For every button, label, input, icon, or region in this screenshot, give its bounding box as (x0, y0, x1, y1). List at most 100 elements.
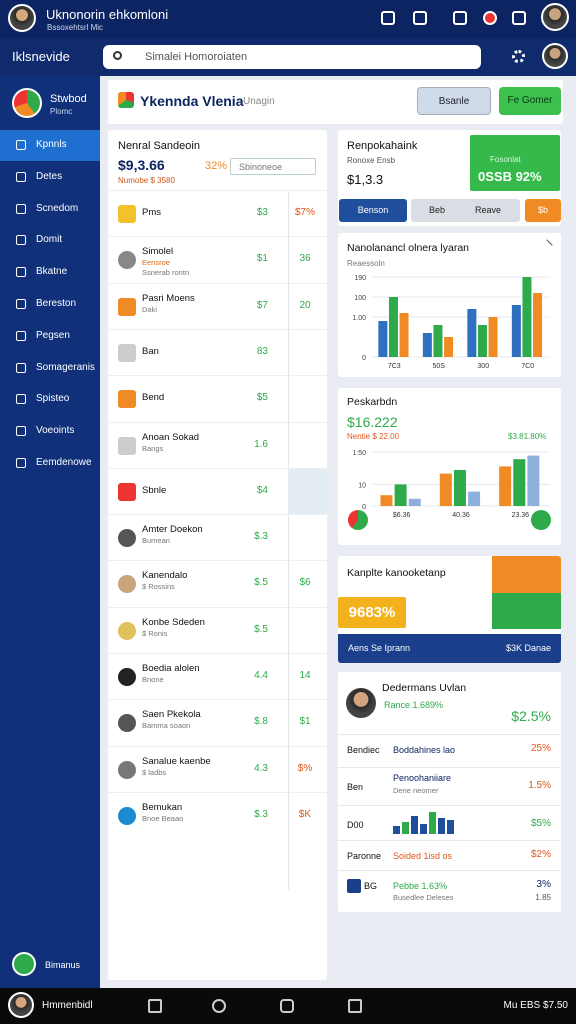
tab-button[interactable]: Benson (339, 199, 407, 222)
row-icon (347, 879, 361, 893)
nav-item[interactable]: Detes (0, 162, 100, 193)
status-icon (348, 510, 368, 530)
row-label: Paronne (347, 851, 382, 861)
row-extra: $6 (299, 577, 311, 589)
nav-item[interactable]: Bereston (0, 289, 100, 320)
header-button[interactable]: Bsanle (417, 87, 491, 115)
avatar (541, 3, 569, 31)
y-tick-label: 190 (354, 275, 366, 282)
header-logo (118, 92, 134, 108)
header-button[interactable]: Fe Gomer (499, 87, 561, 115)
nav-icon (16, 203, 26, 214)
app-title: Uknonorin ehkomloni (46, 7, 169, 22)
settings-icon[interactable] (512, 50, 525, 63)
list-row[interactable]: Sbnle $4 (108, 467, 327, 514)
list-row[interactable]: Ban 83 (108, 328, 327, 375)
profile-name: Dedermans Uvlan (382, 682, 467, 694)
row-name: Anoan Sokad (142, 431, 200, 443)
list-row[interactable]: Anoan Sokad Bangs 1.6 (108, 421, 327, 468)
bar (388, 297, 398, 357)
row-extra: $7% (294, 207, 315, 218)
list-row[interactable]: Bemukan Bnoe Beaao $.3 $K (108, 791, 327, 838)
nav-icon (16, 299, 26, 309)
search-input[interactable]: Simalei Homoroiaten (103, 45, 481, 69)
row-sub: Bumean (142, 536, 170, 546)
bar (378, 321, 388, 357)
nav-label: Spisteo (36, 393, 70, 405)
row-icon (118, 482, 136, 501)
sidebar-footer: Bimanus (45, 960, 81, 970)
kpi-tile[interactable] (492, 593, 561, 629)
row-name: Sbnle (142, 484, 167, 496)
row-value: $.3 (254, 531, 268, 543)
nav-item[interactable]: Scnedom (0, 194, 100, 225)
icon-button[interactable] (483, 11, 497, 25)
row-name: Bemukan (142, 801, 183, 813)
row-note: Dene neomer (393, 786, 439, 795)
list-row[interactable]: Konbe Sdeden $ Ronis $.5 (108, 606, 327, 653)
chart-change: $3.81.80% (508, 432, 547, 441)
sidebar: Stwbod Plomc Kpnnls Detes Scnedom Domit Bkatne… (0, 76, 100, 988)
list-row[interactable]: Pms $3 $7% (108, 190, 327, 236)
nav-item[interactable]: Somageranis (0, 353, 100, 384)
panel-note: Numobe $ 3580 (118, 176, 175, 185)
row-desc: Penoohaniiare (393, 773, 452, 783)
nav-item[interactable]: Voeoints (0, 416, 100, 447)
icon-button[interactable] (381, 11, 395, 25)
nav-item[interactable]: Eemdenowe (0, 448, 100, 479)
bar (513, 459, 526, 506)
list-row[interactable]: Amter Doekon Bumean $.3 (108, 514, 327, 560)
kpi-title: Kanplte kanooketanp (347, 567, 446, 579)
list-row[interactable]: Pasri Moens Daki $7 20 (108, 282, 327, 329)
row-desc: Boddahines lao (393, 745, 456, 755)
tab-button[interactable]: $b (525, 199, 561, 222)
user-name: Hmmenbidl (42, 1000, 93, 1011)
row-extra: 14 (299, 670, 311, 681)
list-row[interactable]: Simolel Eensroe Ssnerab rontn $1 36 (108, 236, 327, 282)
card-title: Renpokahaink (347, 140, 418, 152)
row-label: Ben (347, 782, 364, 792)
close-button[interactable] (541, 239, 553, 251)
taskbar-icon[interactable] (212, 999, 226, 1013)
tab-button[interactable]: Beb (411, 199, 463, 222)
icon-button[interactable] (413, 11, 427, 25)
summary-card: Renpokahaink Ronoxe Ensb $1,3.3 Fosonlat 0SS… (338, 130, 561, 226)
row-label: D00 (347, 820, 364, 830)
taskbar-icon[interactable] (348, 999, 362, 1013)
icon-button[interactable] (453, 11, 467, 25)
row-icon (118, 390, 136, 409)
nav-item[interactable]: Pegsen (0, 321, 100, 352)
bar (380, 495, 393, 506)
nav-item[interactable]: Spisteo (0, 384, 100, 415)
list-row[interactable]: Boedia alolen Bnone 4.4 14 (108, 653, 327, 699)
bar (439, 473, 452, 506)
list-row[interactable]: Kanendalo $ Rossins $.5 $6 (108, 560, 327, 606)
kpi-tile[interactable] (492, 556, 561, 593)
taskbar-icon[interactable] (280, 999, 294, 1013)
row-name: Saen Pkekola (142, 709, 201, 721)
taskbar-icon[interactable] (148, 999, 162, 1013)
row-name: Konbe Sdeden (142, 616, 205, 628)
panel-total: $9,3.66 (118, 157, 165, 173)
profile-row: Paronne Soided 1isd os $2% (338, 840, 561, 870)
bar (499, 466, 512, 506)
icon-button[interactable] (512, 11, 526, 25)
nav-label: Bkatne (36, 266, 68, 278)
search-icon (113, 51, 122, 60)
filter-select[interactable]: Sbinoneoe (230, 158, 316, 175)
brand-subtitle: Plomc (50, 107, 73, 116)
nav-label: Detes (36, 170, 63, 182)
workspace-select[interactable]: Iklsnevide (12, 49, 70, 64)
list-row[interactable]: Bend $5 (108, 375, 327, 421)
nav-item[interactable]: Domit (0, 225, 100, 256)
nav-item[interactable]: Bkatne (0, 257, 100, 288)
x-tick-label: 7C0 (521, 363, 534, 370)
list-row[interactable]: Sanalue kaenbe $ ladbs 4.3 $% (108, 745, 327, 792)
row-icon (118, 668, 136, 686)
mini-bar (393, 826, 400, 834)
list-row[interactable]: Saen Pkekola Bamma soaon $.8 $1 (108, 699, 327, 745)
app-subtitle: Bssoxehtsrl Mic (47, 23, 104, 32)
tab-button[interactable]: Reave (456, 199, 520, 222)
row-value: 4.3 (254, 762, 268, 774)
nav-item[interactable]: Kpnnls (0, 130, 100, 161)
